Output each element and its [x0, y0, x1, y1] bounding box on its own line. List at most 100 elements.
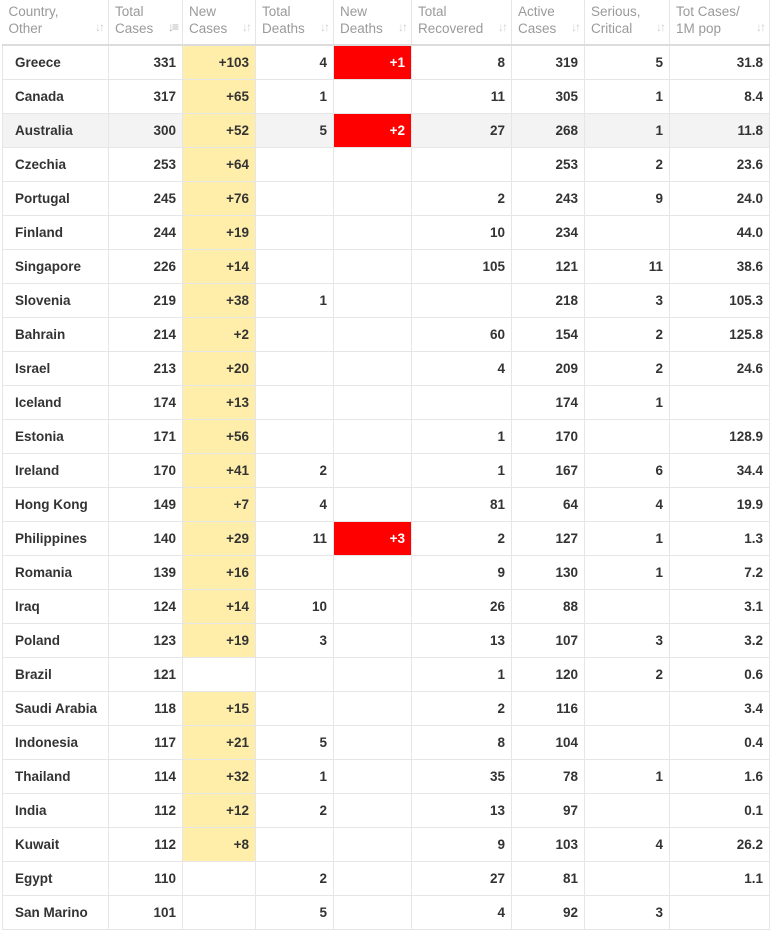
- cell-active-cases: 243: [511, 181, 585, 216]
- cell-active-cases: 81: [511, 861, 585, 896]
- cell-total-cases: 124: [108, 589, 183, 624]
- cell-total-recovered: 8: [411, 725, 512, 760]
- header-label-line2: Deaths: [262, 21, 305, 36]
- cell-new-cases: +103: [182, 45, 256, 80]
- cell-active-cases: 319: [511, 45, 585, 80]
- cell-new-deaths: [333, 623, 412, 658]
- sort-arrows-icon[interactable]: ↓↑: [242, 20, 252, 34]
- table-row: Portugal 245 +76 2 243 9 24.0: [2, 181, 770, 216]
- cell-total-recovered: 35: [411, 759, 512, 794]
- column-header-tot-cases-per-1m[interactable]: Tot Cases/1M pop ↓↑: [669, 0, 770, 46]
- cell-new-deaths: [333, 691, 412, 726]
- cell-active-cases: 253: [511, 147, 585, 182]
- cell-serious-critical: [584, 725, 670, 760]
- cell-total-cases: 219: [108, 283, 183, 318]
- column-header-new-deaths[interactable]: New Deaths ↓↑: [333, 0, 412, 46]
- table-row: Indonesia 117 +21 5 8 104 0.4: [2, 725, 770, 760]
- cell-country: Brazil: [2, 657, 109, 692]
- cell-country: Ireland: [2, 453, 109, 488]
- header-label-line1: Tot Cases/: [676, 4, 740, 19]
- cell-serious-critical: [584, 419, 670, 454]
- header-row: Country, Other ↓↑ Total Cases ↓≡ New Cases ↓↑ Tot…: [2, 0, 770, 46]
- cell-new-cases: +14: [182, 589, 256, 624]
- cell-total-recovered: 1: [411, 657, 512, 692]
- cell-total-deaths: [255, 181, 334, 216]
- cell-tot-cases-per-1m: [669, 385, 770, 420]
- cell-total-deaths: 2: [255, 453, 334, 488]
- cell-total-cases: 118: [108, 691, 183, 726]
- table-row: Slovenia 219 +38 1 218 3 105.3: [2, 283, 770, 318]
- cell-tot-cases-per-1m: 23.6: [669, 147, 770, 182]
- table-row: Canada 317 +65 1 11 305 1 8.4: [2, 79, 770, 114]
- table-row: Hong Kong 149 +7 4 81 64 4 19.9: [2, 487, 770, 522]
- cell-country: Romania: [2, 555, 109, 590]
- header-label-line2: Critical: [591, 21, 633, 36]
- cell-tot-cases-per-1m: 128.9: [669, 419, 770, 454]
- column-header-country[interactable]: Country, Other ↓↑: [2, 0, 109, 46]
- sort-arrows-icon[interactable]: ↓↑: [498, 20, 508, 34]
- cell-total-recovered: 60: [411, 317, 512, 352]
- cell-serious-critical: 6: [584, 453, 670, 488]
- cell-total-cases: 253: [108, 147, 183, 182]
- table-row: Thailand 114 +32 1 35 78 1 1.6: [2, 759, 770, 794]
- cell-country: Iraq: [2, 589, 109, 624]
- column-header-serious-critical[interactable]: Serious, Critical ↓↑: [584, 0, 670, 46]
- cell-tot-cases-per-1m: 105.3: [669, 283, 770, 318]
- cell-country: Estonia: [2, 419, 109, 454]
- cell-serious-critical: 2: [584, 351, 670, 386]
- cell-total-deaths: 10: [255, 589, 334, 624]
- cell-active-cases: 78: [511, 759, 585, 794]
- cell-new-deaths: [333, 759, 412, 794]
- cell-new-cases: +7: [182, 487, 256, 522]
- column-header-total-deaths[interactable]: Total Deaths ↓↑: [255, 0, 334, 46]
- column-header-label: Tot Cases/1M pop: [676, 0, 763, 37]
- sort-arrows-icon[interactable]: ↓↑: [320, 20, 330, 34]
- header-label-line1: Total: [418, 4, 447, 19]
- cell-new-deaths: [333, 351, 412, 386]
- cell-total-recovered: 4: [411, 895, 512, 930]
- table-row: Finland 244 +19 10 234 44.0: [2, 215, 770, 250]
- column-header-new-cases[interactable]: New Cases ↓↑: [182, 0, 256, 46]
- cell-serious-critical: 4: [584, 827, 670, 862]
- cell-country: Egypt: [2, 861, 109, 896]
- sort-arrows-icon[interactable]: ↓≡: [167, 20, 179, 34]
- cell-country: Philippines: [2, 521, 109, 556]
- cell-serious-critical: 2: [584, 147, 670, 182]
- sort-arrows-icon[interactable]: ↓↑: [398, 20, 408, 34]
- cell-active-cases: 104: [511, 725, 585, 760]
- cell-total-deaths: 4: [255, 487, 334, 522]
- cell-new-cases: +76: [182, 181, 256, 216]
- column-header-total-recovered[interactable]: Total Recovered ↓↑: [411, 0, 512, 46]
- table-row: India 112 +12 2 13 97 0.1: [2, 793, 770, 828]
- sort-arrows-icon[interactable]: ↓↑: [571, 20, 581, 34]
- cell-serious-critical: [584, 793, 670, 828]
- cell-new-deaths: [333, 861, 412, 896]
- cell-tot-cases-per-1m: 1.6: [669, 759, 770, 794]
- column-header-label: New Cases: [189, 0, 249, 37]
- table-row: Saudi Arabia 118 +15 2 116 3.4: [2, 691, 770, 726]
- cell-new-deaths: [333, 79, 412, 114]
- cell-total-deaths: [255, 555, 334, 590]
- sort-arrows-icon[interactable]: ↓↑: [95, 20, 105, 34]
- cell-country: Portugal: [2, 181, 109, 216]
- cell-serious-critical: 4: [584, 487, 670, 522]
- cell-country: Thailand: [2, 759, 109, 794]
- cell-country: Australia: [2, 113, 109, 148]
- cell-total-deaths: 1: [255, 283, 334, 318]
- cell-serious-critical: [584, 215, 670, 250]
- cell-tot-cases-per-1m: 1.1: [669, 861, 770, 896]
- column-header-total-cases[interactable]: Total Cases ↓≡: [108, 0, 183, 46]
- sort-arrows-icon[interactable]: ↓↑: [656, 20, 666, 34]
- cell-new-deaths: [333, 181, 412, 216]
- cell-total-cases: 317: [108, 79, 183, 114]
- header-label-line2: Cases: [115, 21, 154, 36]
- cell-tot-cases-per-1m: 31.8: [669, 45, 770, 80]
- cell-tot-cases-per-1m: 0.1: [669, 793, 770, 828]
- header-label-line1: New: [340, 4, 368, 19]
- column-header-active-cases[interactable]: Active Cases ↓↑: [511, 0, 585, 46]
- cell-new-deaths: [333, 317, 412, 352]
- cell-serious-critical: 1: [584, 113, 670, 148]
- table-row: Philippines 140 +29 11 +3 2 127 1 1.3: [2, 521, 770, 556]
- sort-arrows-icon[interactable]: ↓↑: [756, 20, 766, 34]
- cell-new-cases: +8: [182, 827, 256, 862]
